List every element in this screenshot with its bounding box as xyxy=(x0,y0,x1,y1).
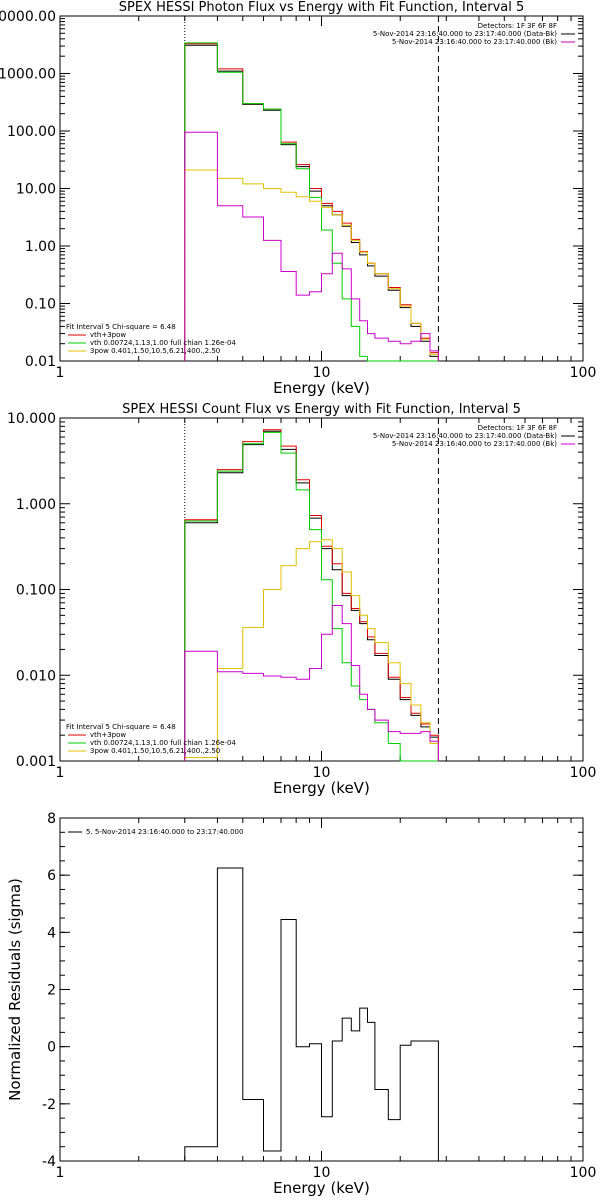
x-tick-label: 10 xyxy=(313,365,331,381)
series-line-2 xyxy=(184,42,439,362)
legend-top-entry: 5-Nov-2014 23:16:40.000 to 23:17:40.000 … xyxy=(373,432,557,440)
plot-frame xyxy=(59,417,584,762)
legend-bottom-entry: 3pow 0.401,1.50,10.5,6.21,400.,2.50 xyxy=(90,347,220,355)
y-tick-label: 4 xyxy=(47,925,56,941)
y-tick-label: 0.10 xyxy=(25,297,56,313)
series-line-1 xyxy=(184,43,439,361)
y-tick-label: -4 xyxy=(42,1154,56,1170)
x-axis-label: Energy (keV) xyxy=(273,779,370,797)
series-line-3 xyxy=(184,539,439,761)
legend-bottom-entry: vth+3pow xyxy=(90,331,126,339)
legend-top-entry: Detectors: 1F 3F 6F 8F xyxy=(478,424,557,432)
y-tick-label: 1.000 xyxy=(16,497,56,513)
y-tick-label: 1000.00 xyxy=(0,67,56,83)
legend-bottom-entry: 3pow 0.401,1.50,10.5,6.21,400.,2.50 xyxy=(90,747,220,755)
x-tick-label: 100 xyxy=(570,765,597,781)
legend-top-entry: 5-Nov-2014 23:16:40.000 to 23:17:40.000 … xyxy=(392,440,557,448)
y-tick-label: 0 xyxy=(47,1040,56,1056)
x-tick-label: 1 xyxy=(56,1165,65,1181)
y-tick-label: 2 xyxy=(47,983,56,999)
legend-top-entry: Detectors: 1F 3F 6F 8F xyxy=(478,22,557,30)
y-tick-label: 8 xyxy=(47,811,56,827)
y-axis-label: Normalized Residuals (sigma) xyxy=(6,878,24,1101)
y-tick-label: 0.01 xyxy=(25,354,56,370)
y-tick-label: 0000.00 xyxy=(0,9,56,25)
y-tick-label: 1.00 xyxy=(25,239,56,255)
chart-title: SPEX HESSI Count Flux vs Energy with Fit… xyxy=(122,402,521,417)
y-tick-label: 10.000 xyxy=(7,411,56,427)
y-tick-label: 0.010 xyxy=(16,668,56,684)
legend-bottom-entry: vth+3pow xyxy=(90,731,126,739)
legend-bottom-entry: Fit Interval 5 Chi-square = 6.48 xyxy=(66,323,176,331)
x-axis-label: Energy (keV) xyxy=(273,379,370,397)
series-line-1 xyxy=(184,429,439,761)
x-axis-label: Energy (keV) xyxy=(273,1179,370,1197)
series-line-4 xyxy=(184,131,439,361)
series-line-0 xyxy=(184,44,439,361)
y-tick-label: 0.100 xyxy=(16,583,56,599)
y-tick-label: 10.00 xyxy=(16,182,56,198)
series-line-0 xyxy=(184,867,439,1161)
legend-bottom-entry: vth 0.00724,1.13,1.00 full chian 1.26e-0… xyxy=(90,739,236,747)
y-tick-label: 100.00 xyxy=(7,124,56,140)
y-tick-label: 6 xyxy=(47,868,56,884)
series-line-3 xyxy=(184,169,439,361)
x-tick-label: 100 xyxy=(570,1165,597,1181)
x-tick-label: 10 xyxy=(313,1165,331,1181)
x-tick-label: 10 xyxy=(313,765,331,781)
legend-top-entry: 5-Nov-2014 23:16:40.000 to 23:17:40.000 … xyxy=(392,38,557,46)
legend-topleft-entry: 5. 5-Nov-2014 23:16:40.000 to 23:17:40.0… xyxy=(86,828,243,836)
x-tick-label: 1 xyxy=(56,365,65,381)
y-tick-label: -2 xyxy=(42,1097,56,1113)
chart-title: SPEX HESSI Photon Flux vs Energy with Fi… xyxy=(119,0,525,15)
series-line-4 xyxy=(184,605,439,761)
series-line-0 xyxy=(184,430,439,761)
series-line-2 xyxy=(184,431,439,762)
x-tick-label: 1 xyxy=(56,765,65,781)
legend-bottom-entry: vth 0.00724,1.13,1.00 full chian 1.26e-0… xyxy=(90,339,236,347)
legend-bottom-entry: Fit Interval 5 Chi-square = 6.48 xyxy=(66,723,176,731)
y-tick-label: 0.001 xyxy=(16,754,56,770)
x-tick-label: 100 xyxy=(570,365,597,381)
legend-top-entry: 5-Nov-2014 23:16:40.000 to 23:17:40.000 … xyxy=(373,30,557,38)
